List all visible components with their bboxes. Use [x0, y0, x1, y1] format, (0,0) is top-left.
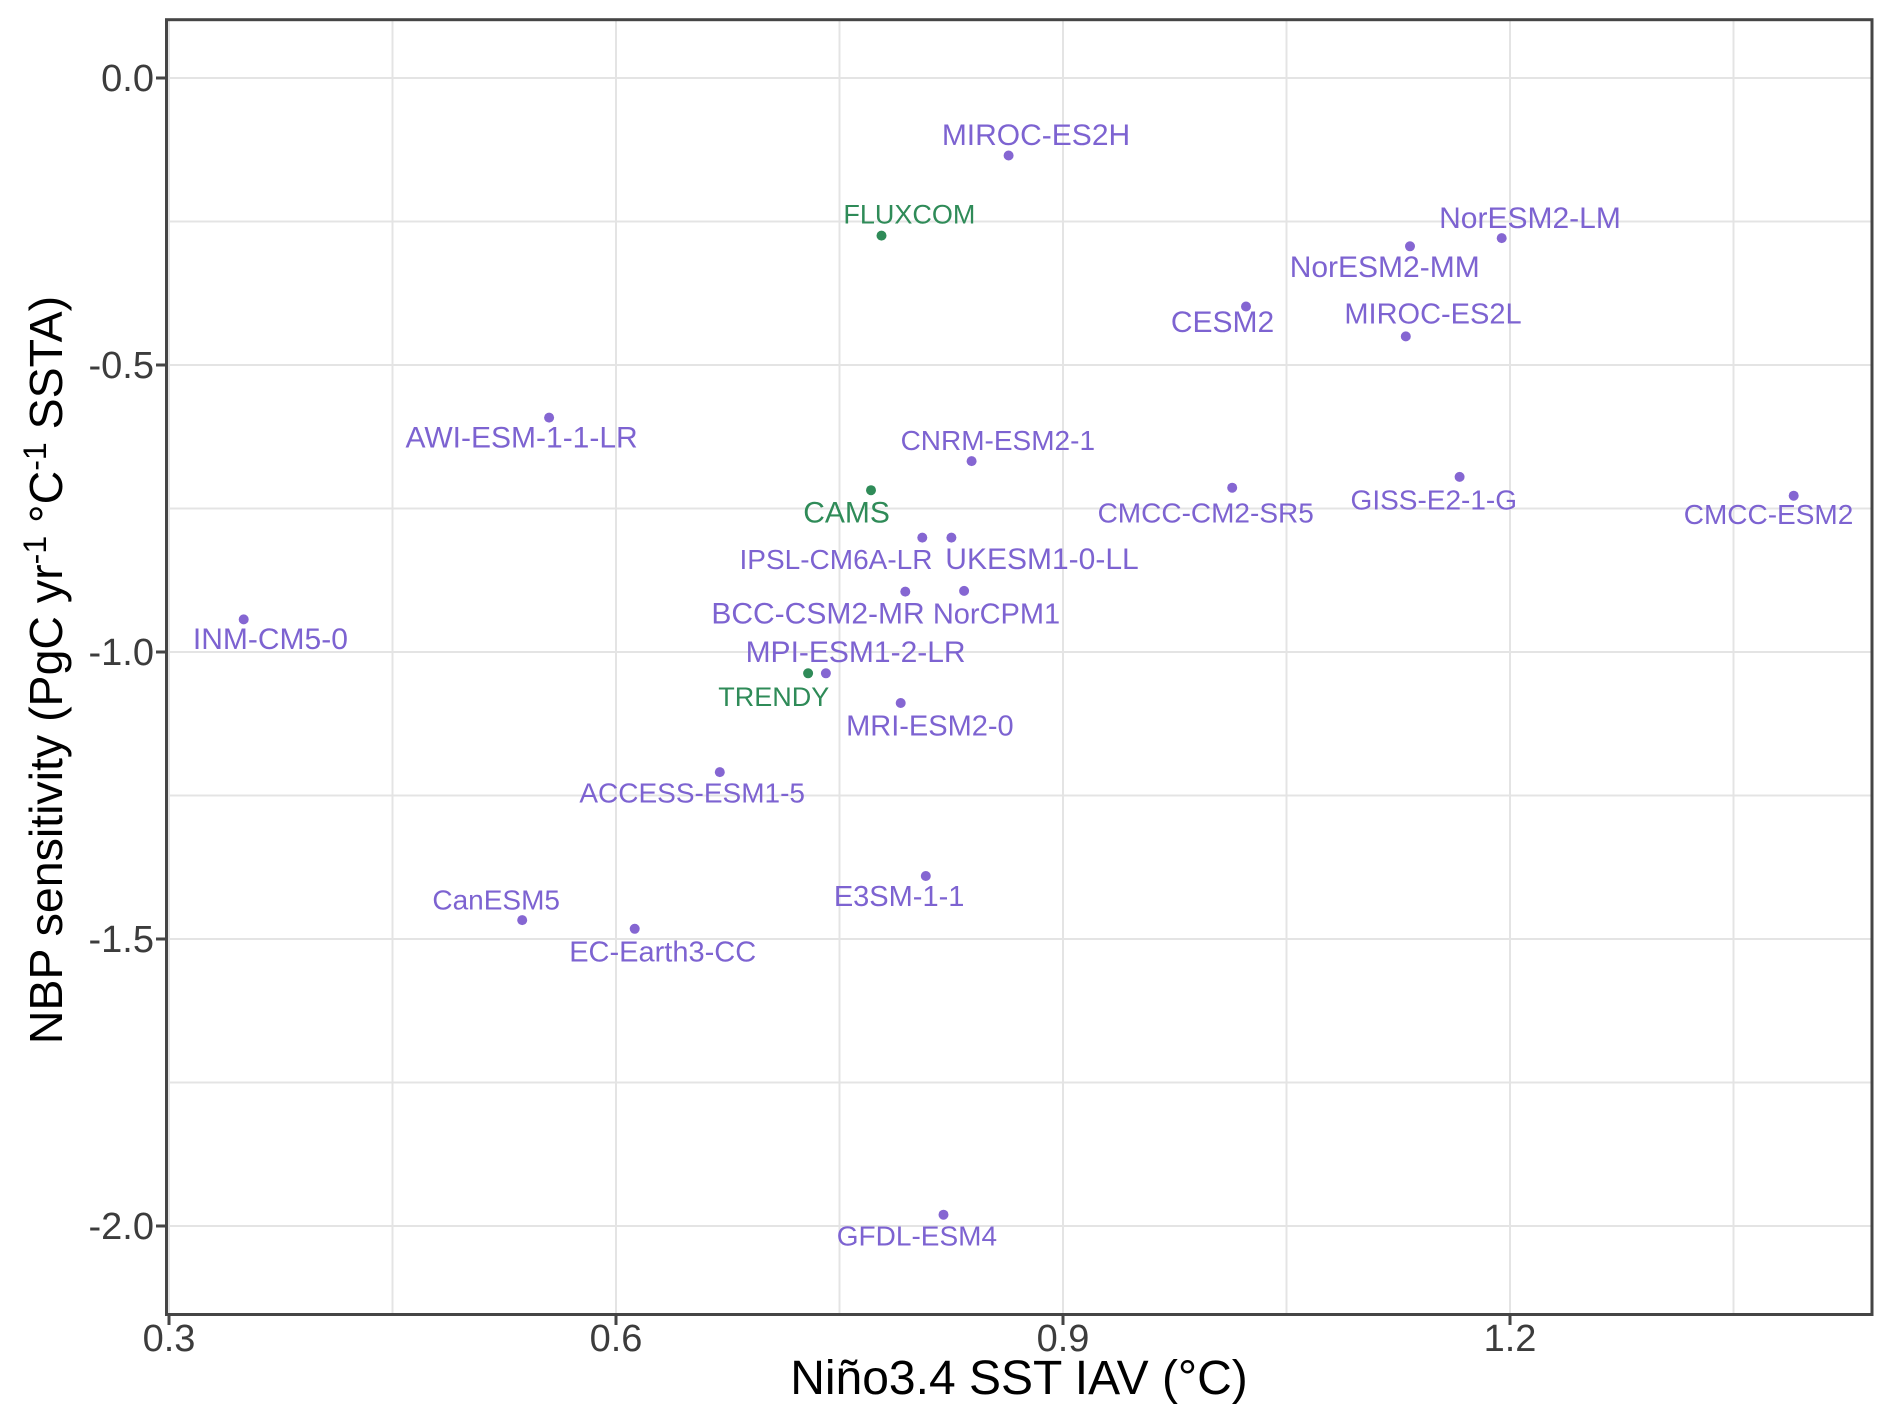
svg-text:1.2: 1.2 [1484, 1318, 1537, 1360]
svg-text:TRENDY: TRENDY [718, 682, 829, 712]
svg-text:NorESM2-MM: NorESM2-MM [1290, 251, 1480, 284]
svg-text:0.3: 0.3 [143, 1318, 196, 1360]
svg-text:-2.0: -2.0 [89, 1206, 154, 1248]
svg-text:AWI-ESM-1-1-LR: AWI-ESM-1-1-LR [405, 421, 637, 454]
svg-text:NorESM2-LM: NorESM2-LM [1439, 202, 1621, 235]
svg-text:CanESM5: CanESM5 [432, 885, 560, 916]
svg-text:CAMS: CAMS [803, 496, 890, 529]
svg-text:GFDL-ESM4: GFDL-ESM4 [837, 1221, 997, 1252]
svg-text:-1.0: -1.0 [89, 632, 154, 674]
svg-text:MIROC-ES2L: MIROC-ES2L [1344, 299, 1521, 331]
svg-text:MRI-ESM2-0: MRI-ESM2-0 [846, 710, 1014, 742]
svg-text:CNRM-ESM2-1: CNRM-ESM2-1 [901, 425, 1095, 456]
svg-text:MIROC-ES2H: MIROC-ES2H [942, 119, 1130, 152]
svg-text:EC-Earth3-CC: EC-Earth3-CC [569, 936, 756, 968]
svg-text:NorCPM1: NorCPM1 [933, 599, 1060, 631]
svg-text:NBP sensitivity (PgC yr-1 °C-1: NBP sensitivity (PgC yr-1 °C-1 SSTA) [17, 296, 72, 1044]
svg-text:UKESM1-0-LL: UKESM1-0-LL [945, 543, 1138, 576]
svg-text:0.9: 0.9 [1037, 1318, 1090, 1360]
svg-text:GISS-E2-1-G: GISS-E2-1-G [1351, 484, 1517, 515]
svg-text:0.6: 0.6 [590, 1318, 643, 1360]
svg-text:INM-CM5-0: INM-CM5-0 [193, 623, 348, 656]
svg-text:FLUXCOM: FLUXCOM [843, 200, 975, 230]
svg-text:ACCESS-ESM1-5: ACCESS-ESM1-5 [579, 777, 805, 808]
svg-text:CMCC-CM2-SR5: CMCC-CM2-SR5 [1098, 498, 1314, 529]
svg-text:BCC-CSM2-MR: BCC-CSM2-MR [711, 598, 924, 631]
svg-text:E3SM-1-1: E3SM-1-1 [834, 881, 965, 913]
svg-text:-1.5: -1.5 [89, 919, 154, 961]
svg-text:IPSL-CM6A-LR: IPSL-CM6A-LR [740, 544, 933, 575]
svg-text:Niño3.4 SST IAV (°C): Niño3.4 SST IAV (°C) [790, 1352, 1248, 1405]
svg-text:0.0: 0.0 [101, 58, 154, 100]
svg-text:CESM2: CESM2 [1171, 306, 1274, 339]
svg-text:MPI-ESM1-2-LR: MPI-ESM1-2-LR [746, 636, 966, 669]
svg-text:-0.5: -0.5 [89, 345, 154, 387]
svg-text:CMCC-ESM2: CMCC-ESM2 [1684, 499, 1854, 530]
